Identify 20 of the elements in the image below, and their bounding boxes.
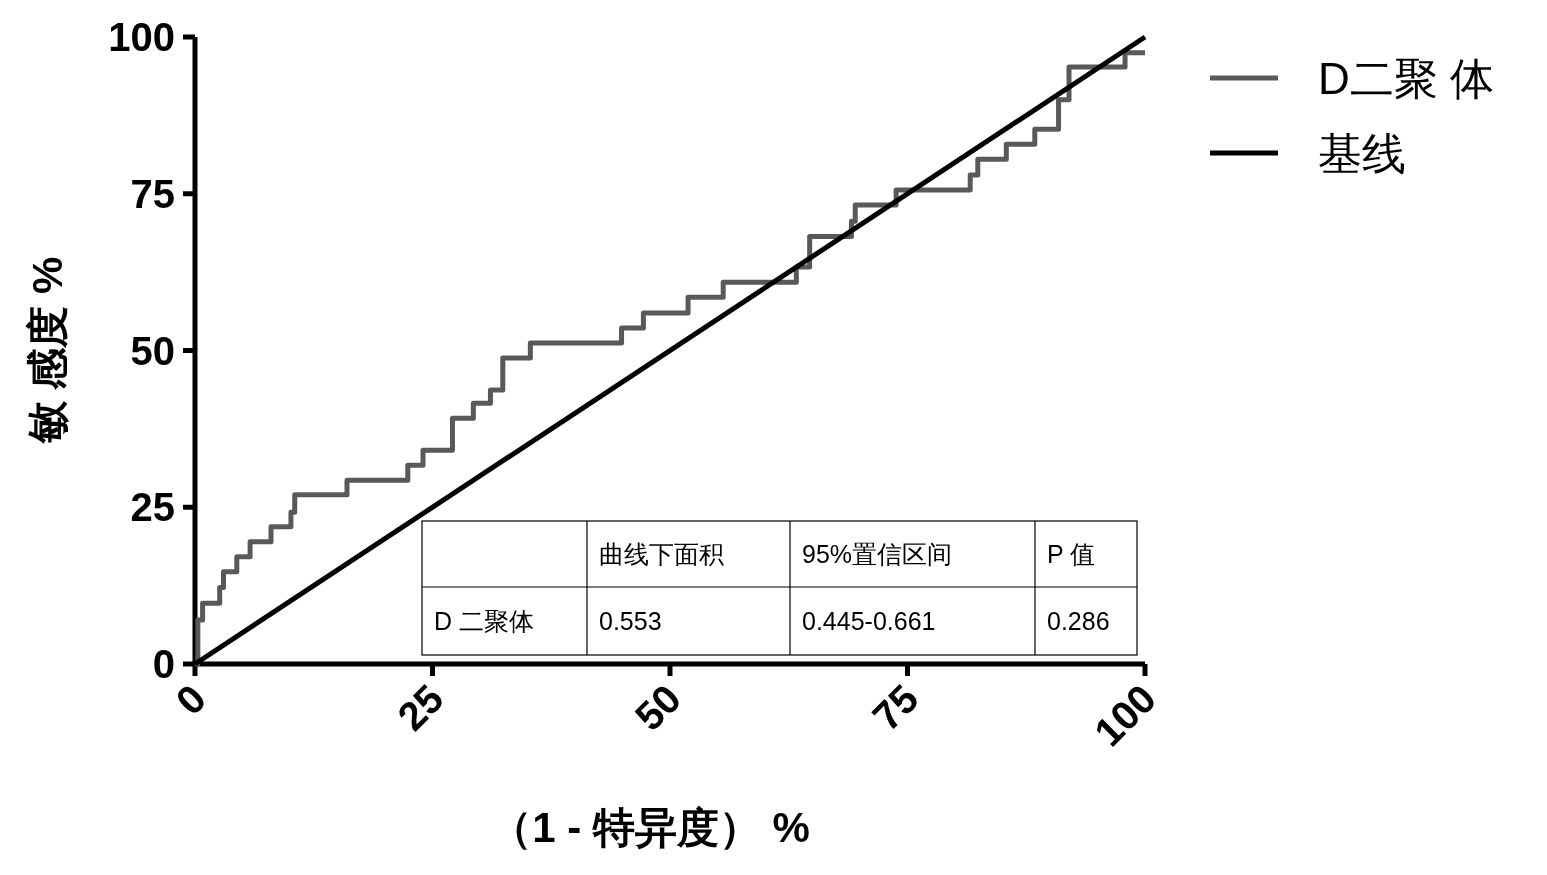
y-tick-label: 25 <box>130 485 175 530</box>
x-tick-label: 25 <box>389 676 452 739</box>
x-tick-label: 100 <box>1085 676 1165 755</box>
y-tick-label: 100 <box>108 15 175 59</box>
annotation: 0.445-0.661 <box>802 607 936 635</box>
legend-label: 基线 <box>1318 129 1406 178</box>
annotation: P 值 <box>1047 540 1096 568</box>
y-tick-label: 50 <box>130 328 175 373</box>
y-tick-label: 0 <box>152 642 175 686</box>
y-tick-label: 75 <box>130 171 175 216</box>
y-axis-title: 敏 感度 % <box>24 256 71 445</box>
x-axis-title: （1 - 特异度） % <box>490 804 810 851</box>
legend-label: D二聚 体 <box>1318 54 1494 103</box>
annotation: 曲线下面积 <box>599 540 724 568</box>
x-tick-label: 75 <box>864 676 927 739</box>
annotation: 0.553 <box>599 607 662 635</box>
annotation: 0.286 <box>1047 607 1110 635</box>
x-tick-label: 50 <box>626 676 690 739</box>
annotation: 95%置信区间 <box>802 540 953 568</box>
annotation: D 二聚体 <box>434 607 534 635</box>
